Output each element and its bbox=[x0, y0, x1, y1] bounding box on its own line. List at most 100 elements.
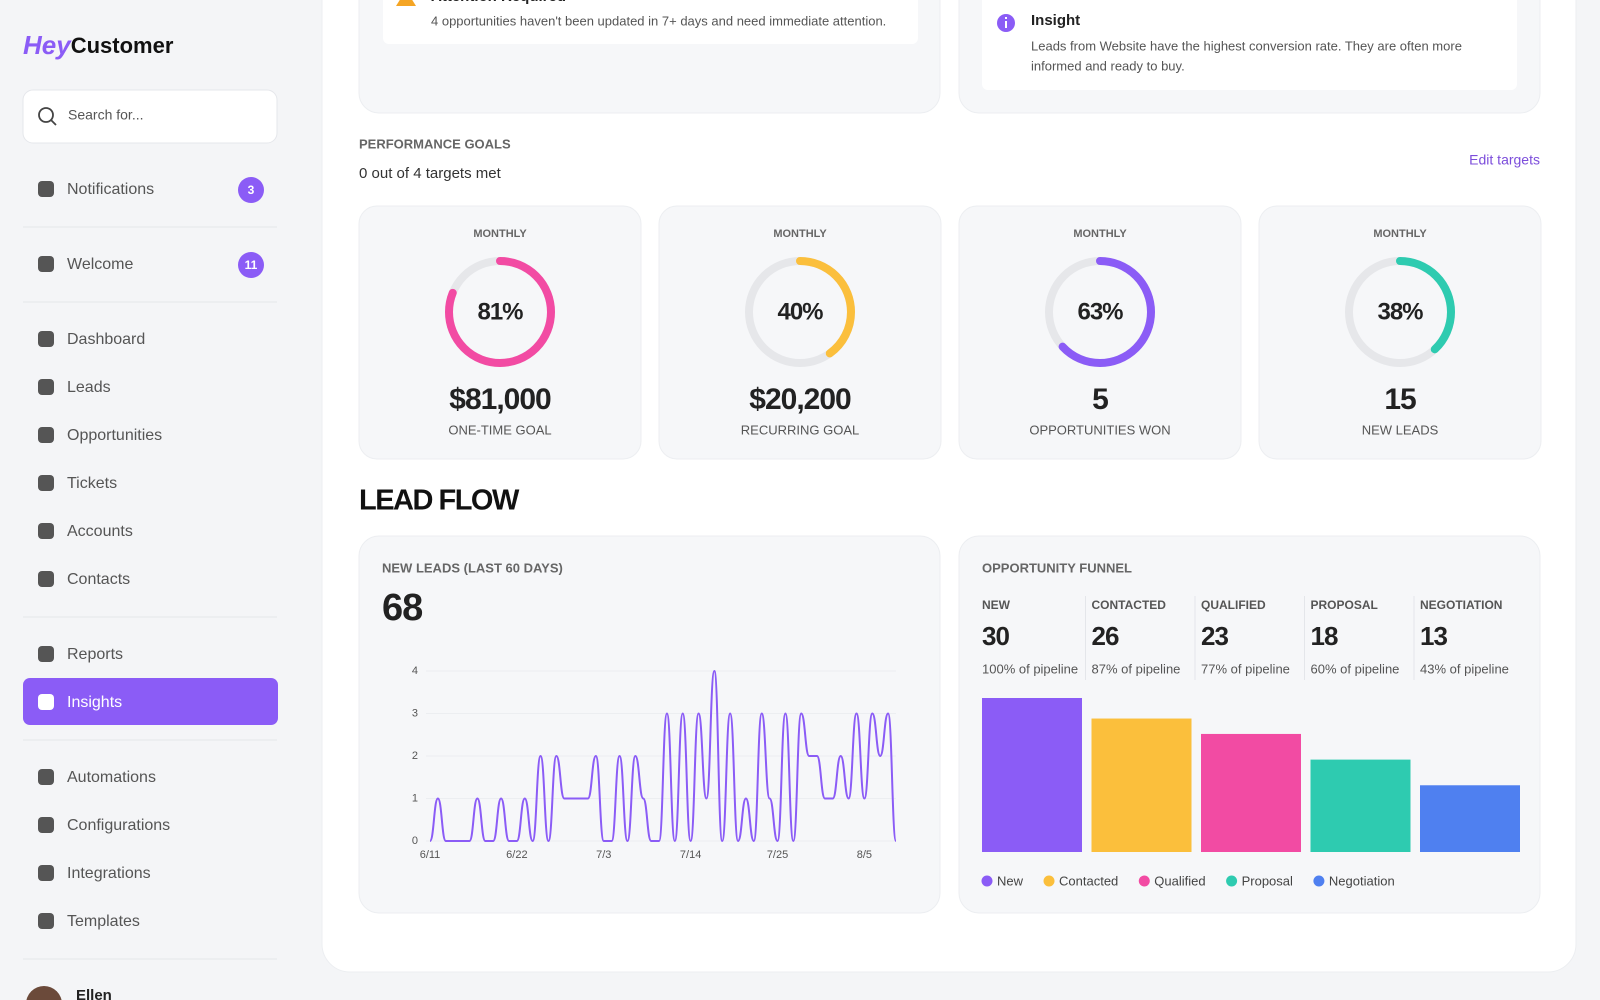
legend-label: Qualified bbox=[1154, 873, 1205, 888]
bar bbox=[1091, 718, 1192, 852]
legend-dot bbox=[1226, 875, 1238, 887]
insight-text: Leads from Website have the highest conv… bbox=[1031, 38, 1462, 53]
nav-icon bbox=[38, 427, 54, 443]
insight-text: informed and ready to buy. bbox=[1031, 58, 1185, 73]
x-tick-label: 7/14 bbox=[680, 849, 701, 861]
nav-badge bbox=[238, 177, 264, 203]
goal-period: MONTHLY bbox=[1073, 228, 1127, 240]
goal-value: 15 bbox=[1384, 383, 1416, 416]
goal-card bbox=[1258, 205, 1542, 460]
nav-icon bbox=[38, 865, 54, 881]
funnel-stage: PROPOSAL bbox=[1311, 598, 1378, 612]
nav-icon bbox=[38, 331, 54, 347]
nav-item[interactable]: Insights bbox=[67, 694, 122, 711]
funnel-share: 60% of pipeline bbox=[1311, 661, 1400, 676]
search-icon bbox=[38, 107, 54, 123]
info-icon bbox=[1005, 21, 1007, 28]
y-tick-label: 3 bbox=[412, 707, 418, 719]
nav-item[interactable]: Automations bbox=[67, 769, 156, 786]
goal-ring bbox=[745, 257, 855, 367]
goal-period: MONTHLY bbox=[473, 228, 527, 240]
nav-item[interactable]: Templates bbox=[67, 913, 140, 930]
nav-badge-count: 11 bbox=[245, 258, 258, 272]
x-tick-label: 7/25 bbox=[767, 849, 788, 861]
nav-item[interactable]: Integrations bbox=[67, 865, 151, 882]
goal-ring bbox=[1045, 257, 1155, 367]
goal-period: MONTHLY bbox=[773, 228, 827, 240]
bar bbox=[1201, 733, 1301, 852]
goal-ring bbox=[1345, 257, 1455, 367]
nav-icon bbox=[38, 817, 54, 833]
chart-title: NEW LEADS (LAST 60 DAYS) bbox=[382, 560, 563, 575]
search-placeholder: Search for... bbox=[68, 107, 143, 123]
goal-label: NEW LEADS bbox=[1362, 422, 1439, 437]
insight-inner bbox=[982, 0, 1517, 90]
insight-title: Insight bbox=[1031, 12, 1080, 29]
nav-icon bbox=[38, 379, 54, 395]
goal-value: $20,200 bbox=[749, 383, 851, 416]
nav-item[interactable]: Accounts bbox=[67, 523, 133, 540]
user-name: Ellen bbox=[76, 987, 112, 1000]
y-tick-label: 1 bbox=[412, 792, 418, 804]
goal-card bbox=[358, 205, 642, 460]
alert-text: 4 opportunities haven't been updated in … bbox=[431, 13, 886, 28]
nav-item[interactable]: Contacts bbox=[67, 571, 130, 588]
funnel-share: 43% of pipeline bbox=[1420, 661, 1509, 676]
goal-label: OPPORTUNITIES WON bbox=[1029, 422, 1170, 437]
nav-item[interactable]: Welcome bbox=[67, 256, 133, 273]
edit-targets[interactable]: Edit targets bbox=[1469, 152, 1540, 168]
nav-item[interactable]: Opportunities bbox=[67, 427, 162, 444]
chart-title: OPPORTUNITY FUNNEL bbox=[982, 560, 1132, 575]
nav-icon bbox=[38, 769, 54, 785]
nav-icon bbox=[38, 694, 54, 710]
nav-icon bbox=[38, 523, 54, 539]
section-title: LEAD FLOW bbox=[359, 485, 520, 517]
goals-summary: 0 out of 4 targets met bbox=[359, 165, 502, 182]
search-icon bbox=[50, 119, 57, 126]
legend-dot bbox=[1043, 875, 1055, 887]
y-tick-label: 4 bbox=[412, 665, 418, 677]
legend-dot bbox=[1138, 875, 1150, 887]
nav-item[interactable]: Reports bbox=[67, 646, 123, 663]
goal-percent: 81% bbox=[477, 298, 523, 325]
goal-value: 5 bbox=[1092, 383, 1108, 416]
funnel-stage: QUALIFIED bbox=[1201, 598, 1266, 612]
logo[interactable]: HeyCustomer bbox=[23, 30, 174, 60]
legend-label: Negotiation bbox=[1329, 873, 1395, 888]
goal-label: RECURRING GOAL bbox=[741, 422, 859, 437]
nav-badge bbox=[238, 252, 264, 278]
funnel-stage: CONTACTED bbox=[1092, 598, 1167, 612]
funnel-stage: NEGOTIATION bbox=[1420, 598, 1502, 612]
nav-item[interactable]: Tickets bbox=[67, 475, 117, 492]
warning-icon bbox=[396, 0, 416, 6]
goal-percent: 63% bbox=[1077, 298, 1123, 325]
goal-percent: 38% bbox=[1377, 298, 1423, 325]
nav-icon bbox=[38, 571, 54, 587]
legend-label: New bbox=[997, 873, 1024, 888]
nav-item[interactable]: Configurations bbox=[67, 817, 170, 834]
funnel-count: 18 bbox=[1311, 621, 1338, 651]
nav-item[interactable]: Leads bbox=[67, 379, 111, 396]
nav-icon bbox=[38, 181, 54, 197]
x-tick-label: 8/5 bbox=[857, 849, 872, 861]
legend-dot bbox=[981, 875, 993, 887]
line-series bbox=[429, 669, 897, 843]
info-icon bbox=[1005, 17, 1007, 19]
alert-title: Attention Required bbox=[431, 0, 566, 5]
goals-heading: PERFORMANCE GOALS bbox=[359, 136, 511, 151]
goal-percent: 40% bbox=[777, 298, 823, 325]
nav-badge-count: 3 bbox=[248, 183, 255, 197]
search-box[interactable] bbox=[22, 89, 278, 144]
nav-item[interactable]: Notifications bbox=[67, 181, 154, 198]
funnel-share: 77% of pipeline bbox=[1201, 661, 1290, 676]
funnel-count: 13 bbox=[1420, 621, 1447, 651]
nav-item[interactable]: Dashboard bbox=[67, 331, 145, 348]
funnel-share: 100% of pipeline bbox=[982, 661, 1078, 676]
y-tick-label: 0 bbox=[412, 835, 418, 847]
y-tick-label: 2 bbox=[412, 750, 418, 762]
x-tick-label: 7/3 bbox=[596, 849, 611, 861]
bar bbox=[1420, 785, 1520, 852]
goal-ring bbox=[445, 257, 555, 367]
